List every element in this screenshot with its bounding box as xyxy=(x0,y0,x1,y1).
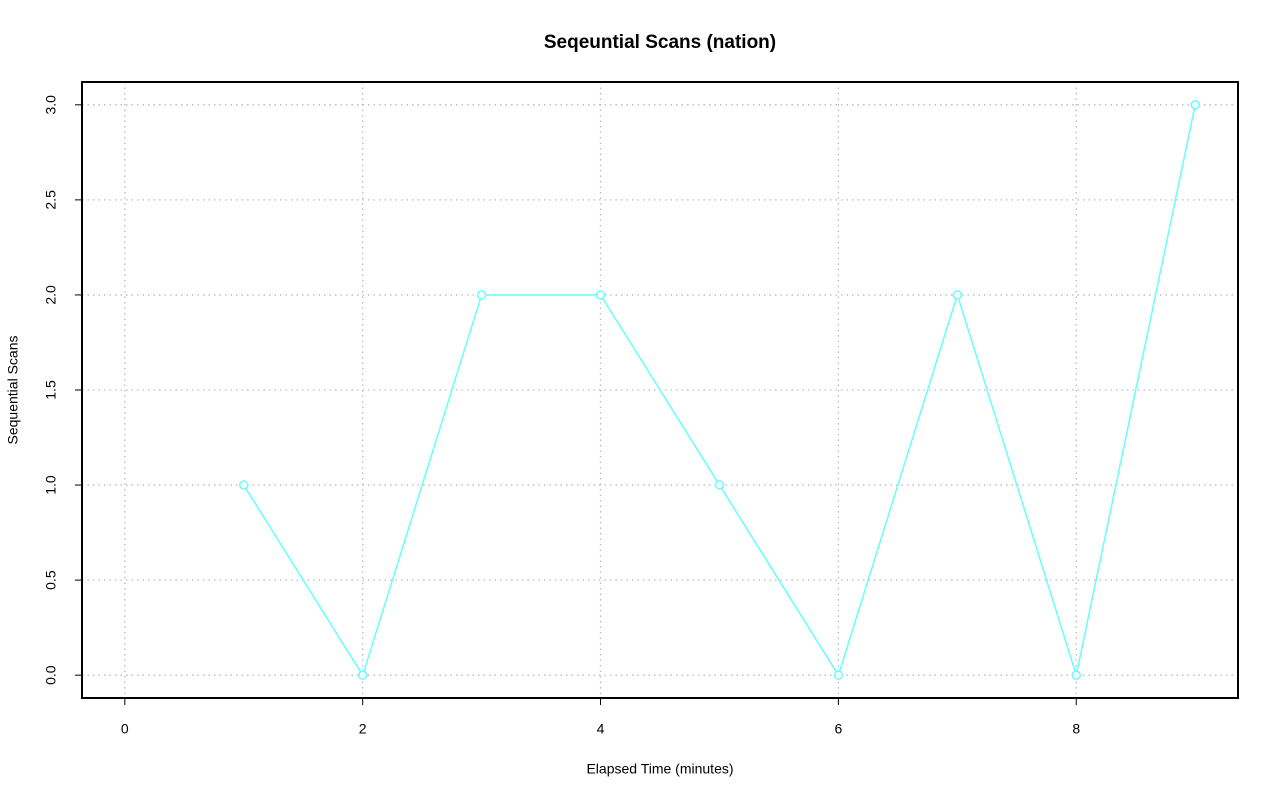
data-point xyxy=(833,670,844,680)
chart-title: Seqeuntial Scans (nation) xyxy=(544,32,776,53)
x-tick-label: 6 xyxy=(834,721,842,737)
data-point xyxy=(1190,100,1200,110)
y-tick-label: 1.0 xyxy=(43,475,59,495)
y-tick-label: 0.0 xyxy=(43,665,59,685)
y-tick-label: 2.5 xyxy=(43,190,59,210)
data-point xyxy=(476,290,487,300)
x-tick-label: 0 xyxy=(121,721,129,737)
y-tick-label: 0.5 xyxy=(43,570,59,590)
y-tick-label: 3.0 xyxy=(43,95,59,115)
y-axis-label: Sequential Scans xyxy=(5,336,21,445)
data-point xyxy=(357,670,368,680)
data-point xyxy=(952,290,963,300)
data-point xyxy=(238,480,249,490)
x-axis-label: Elapsed Time (minutes) xyxy=(586,761,733,777)
x-tick-label: 4 xyxy=(597,721,605,737)
plot-area xyxy=(238,100,1200,680)
y-tick-label: 1.5 xyxy=(43,380,59,400)
x-tick-label: 2 xyxy=(359,721,367,737)
data-point xyxy=(714,480,725,490)
data-point xyxy=(1071,670,1082,680)
x-tick-label: 8 xyxy=(1072,721,1080,737)
data-point xyxy=(595,290,606,300)
y-tick-label: 2.0 xyxy=(43,285,59,305)
